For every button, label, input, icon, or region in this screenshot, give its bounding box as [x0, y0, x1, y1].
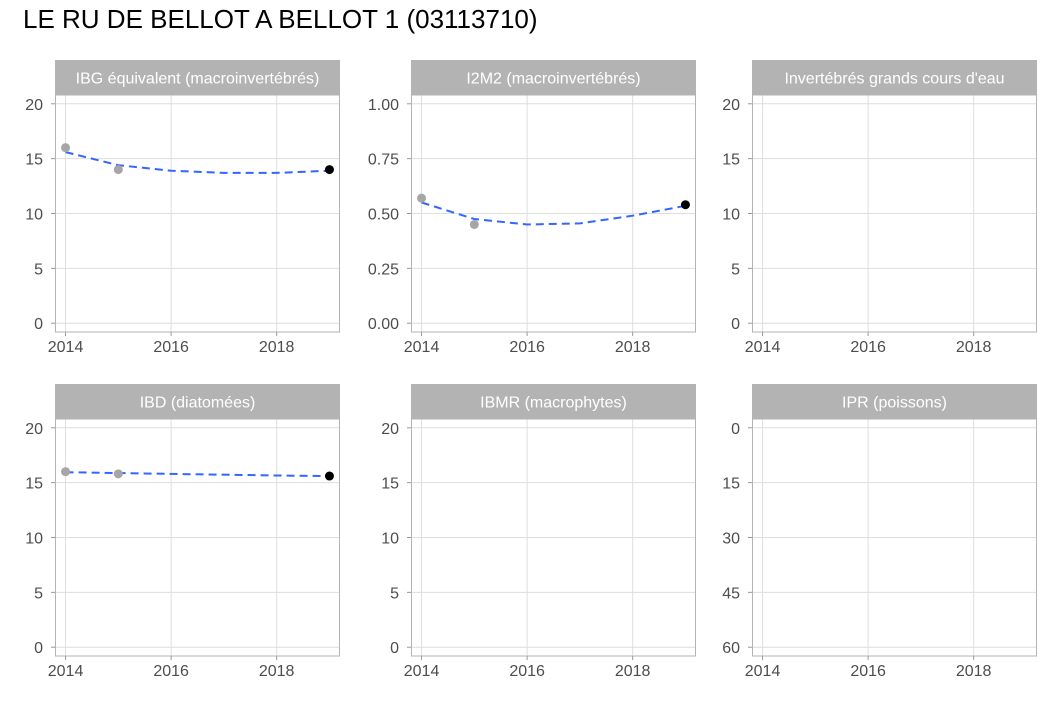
- panel-border: [411, 94, 696, 333]
- y-tick-label: 20: [25, 421, 43, 438]
- panel-border: [55, 94, 340, 333]
- y-tick-label: 1.00: [368, 97, 399, 114]
- x-tick-label: 2014: [745, 663, 781, 680]
- data-point: [61, 143, 71, 153]
- y-tick-label: 15: [25, 152, 43, 169]
- panel-border: [411, 418, 696, 657]
- facet-title: IBG équivalent (macroinvertébrés): [76, 71, 320, 88]
- trend-line: [421, 201, 686, 226]
- y-tick-label: 0: [731, 421, 740, 438]
- x-tick-label: 2014: [48, 663, 84, 680]
- facet-panel: IPR (poissons) 0 15 30 45 60 2014 2016 2018: [722, 384, 1037, 680]
- x-tick-label: 2014: [404, 339, 440, 356]
- panel-border: [752, 94, 1037, 333]
- panel-border: [752, 418, 1037, 657]
- facet-strip: [752, 384, 1037, 419]
- data-point-latest: [680, 200, 690, 210]
- x-tick-label: 2014: [745, 339, 781, 356]
- x-tick-label: 2016: [509, 339, 545, 356]
- facet-strip: [55, 384, 340, 419]
- data-point: [61, 467, 71, 477]
- data-point-latest: [324, 165, 334, 175]
- y-tick-label: 30: [722, 531, 740, 548]
- panel-border: [55, 418, 340, 657]
- facet-title: IBMR (macrophytes): [480, 395, 627, 412]
- facet-title: IBD (diatomées): [140, 395, 256, 412]
- facet-panel: I2M2 (macroinvertébrés) 0.00 0.25 0.50 0.75 1…: [368, 60, 696, 356]
- facet-strip: [411, 60, 696, 95]
- x-tick-label: 2018: [956, 339, 992, 356]
- facet-strip: [55, 60, 340, 95]
- y-tick-label: 0.75: [368, 152, 399, 169]
- facet-title: Invertébrés grands cours d'eau: [784, 71, 1004, 88]
- y-tick-label: 10: [381, 531, 399, 548]
- data-point: [469, 219, 479, 229]
- y-tick-label: 0: [34, 640, 43, 657]
- trend-line: [65, 471, 330, 478]
- y-tick-label: 15: [25, 476, 43, 493]
- x-tick-label: 2016: [509, 663, 545, 680]
- x-tick-label: 2016: [153, 663, 189, 680]
- y-tick-label: 45: [722, 585, 740, 602]
- y-tick-label: 10: [722, 207, 740, 224]
- x-tick-label: 2014: [404, 663, 440, 680]
- x-tick-label: 2014: [48, 339, 84, 356]
- data-point: [113, 469, 123, 479]
- y-tick-label: 20: [722, 97, 740, 114]
- facet-panel: IBD (diatomées) 0 5 10 15 20 2014 2016 2018: [25, 384, 340, 680]
- y-tick-label: 5: [731, 261, 740, 278]
- y-tick-label: 5: [34, 585, 43, 602]
- facet-strip: [752, 60, 1037, 95]
- y-tick-label: 0: [34, 316, 43, 333]
- x-tick-label: 2016: [850, 339, 886, 356]
- y-tick-label: 20: [381, 421, 399, 438]
- data-point-latest: [324, 471, 334, 481]
- y-tick-label: 15: [381, 476, 399, 493]
- y-tick-label: 0: [390, 640, 399, 657]
- x-tick-label: 2018: [259, 663, 295, 680]
- data-point: [113, 165, 123, 175]
- y-tick-label: 15: [722, 476, 740, 493]
- y-tick-label: 5: [34, 261, 43, 278]
- x-tick-label: 2016: [153, 339, 189, 356]
- y-tick-label: 10: [25, 207, 43, 224]
- x-tick-label: 2018: [259, 339, 295, 356]
- facet-title: I2M2 (macroinvertébrés): [466, 71, 640, 88]
- y-tick-label: 60: [722, 640, 740, 657]
- facet-panel: IBMR (macrophytes) 0 5 10 15 20 2014 2016 2018: [381, 384, 696, 680]
- facet-panel: Invertébrés grands cours d'eau 0 5 10 15 20 20…: [722, 60, 1037, 356]
- y-tick-label: 0.50: [368, 207, 399, 224]
- y-tick-label: 10: [25, 531, 43, 548]
- facet-title: IPR (poissons): [842, 395, 947, 412]
- y-tick-label: 0.00: [368, 316, 399, 333]
- facet-strip: [411, 384, 696, 419]
- y-tick-label: 0.25: [368, 261, 399, 278]
- y-tick-label: 20: [25, 97, 43, 114]
- data-point: [417, 193, 427, 203]
- x-tick-label: 2018: [615, 663, 651, 680]
- x-tick-label: 2018: [956, 663, 992, 680]
- y-tick-label: 5: [390, 585, 399, 602]
- facet-panel: IBG équivalent (macroinvertébrés) 0 5 10 15 2…: [25, 60, 340, 356]
- x-tick-label: 2018: [615, 339, 651, 356]
- page-title: LE RU DE BELLOT A BELLOT 1 (03113710): [23, 4, 538, 34]
- y-tick-label: 0: [731, 316, 740, 333]
- y-tick-label: 15: [722, 152, 740, 169]
- trend-line: [65, 151, 330, 174]
- x-tick-label: 2016: [850, 663, 886, 680]
